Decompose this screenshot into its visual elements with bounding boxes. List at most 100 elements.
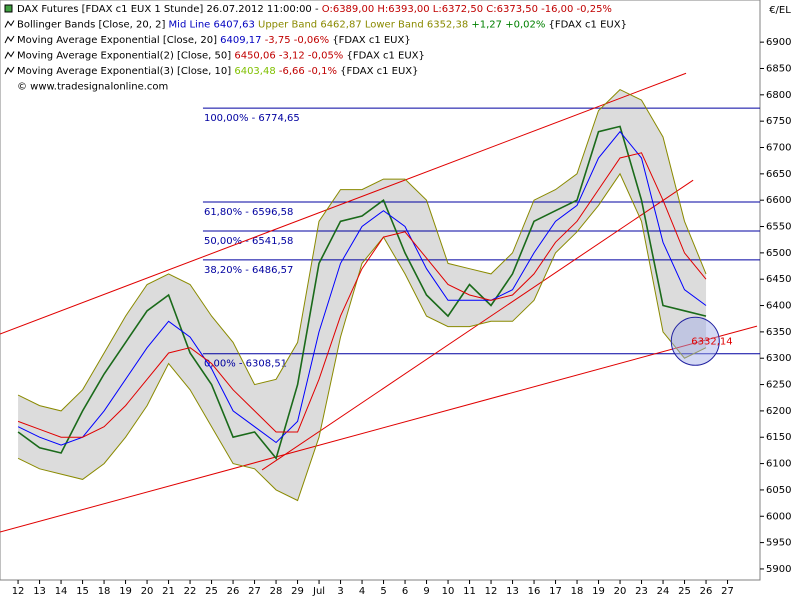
x-tick-label: 10 — [442, 586, 455, 597]
y-tick-label: 6100 — [766, 459, 791, 470]
x-tick-label: 26 — [227, 586, 240, 597]
y-axis-label: €/EL — [769, 5, 791, 16]
x-tick-label: 29 — [291, 586, 304, 597]
x-tick-label: 9 — [423, 586, 429, 597]
x-tick-label: 12 — [12, 586, 25, 597]
y-tick-label: 6350 — [766, 327, 791, 338]
x-tick-label: 12 — [485, 586, 498, 597]
x-tick-label: 21 — [162, 586, 175, 597]
y-tick-label: 6500 — [766, 248, 791, 259]
y-tick-label: 6750 — [766, 116, 791, 127]
x-tick-label: 20 — [614, 586, 627, 597]
x-tick-label: 20 — [141, 586, 154, 597]
series-line — [17, 125, 707, 460]
marker-label: 6332,14 — [691, 336, 732, 347]
x-tick-label: 26 — [700, 586, 713, 597]
y-tick-label: 6200 — [766, 406, 791, 417]
x-tick-label: 18 — [571, 586, 584, 597]
x-tick-label: 24 — [657, 586, 670, 597]
x-tick-label: 25 — [678, 586, 691, 597]
x-tick-label: 3 — [337, 586, 343, 597]
header-icon — [4, 35, 15, 44]
x-tick-label: 11 — [463, 586, 476, 597]
x-tick-label: 13 — [33, 586, 46, 597]
header-segment: © www.tradesignalonline.com — [17, 82, 168, 93]
x-tick-label: Jul — [312, 586, 325, 597]
header-segment: 6450,06 — [234, 51, 279, 62]
header-line: © www.tradesignalonline.com — [17, 82, 168, 93]
trend-line — [0, 325, 758, 533]
x-tick-label: 25 — [205, 586, 218, 597]
x-tick-label: 18 — [98, 586, 111, 597]
trend-line — [0, 72, 687, 335]
bollinger-fill — [18, 89, 707, 501]
x-tick-label: 27 — [248, 586, 261, 597]
y-tick-label: 6250 — [766, 380, 791, 391]
x-tick-label: 13 — [506, 586, 519, 597]
x-tick-label: 19 — [119, 586, 132, 597]
y-tick-label: 6150 — [766, 432, 791, 443]
header-line: DAX Futures [FDAX c1 EUX 1 Stunde] 26.07… — [17, 4, 612, 15]
header-segment: Bollinger Bands [Close, 20, 2] — [17, 20, 169, 31]
y-tick-label: 6000 — [766, 511, 791, 522]
header-segment: Moving Average Exponential [Close, 20] — [17, 35, 220, 46]
header-line: Moving Average Exponential(2) [Close, 50… — [17, 51, 425, 62]
series-line — [17, 172, 707, 502]
header-segment: {FDAX c1 EUX} — [549, 20, 627, 31]
x-tick-label: 17 — [549, 586, 562, 597]
header-segment: 6409,17 — [220, 35, 265, 46]
series-line — [17, 130, 707, 446]
header-segment: {FDAX c1 EUX} — [346, 51, 424, 62]
header-segment: DAX Futures [FDAX c1 EUX 1 Stunde] 26.07… — [17, 4, 322, 15]
header-icon — [4, 4, 13, 13]
y-tick-label: 6300 — [766, 353, 791, 364]
fib-label: 100,00% - 6774,65 — [204, 113, 300, 124]
y-tick-label: 6850 — [766, 63, 791, 74]
header-segment: Moving Average Exponential(2) [Close, 50… — [17, 51, 234, 62]
x-tick-label: 27 — [721, 586, 734, 597]
header-segment: Mid Line 6407,63 — [169, 20, 258, 31]
y-tick-label: 6800 — [766, 90, 791, 101]
header-segment: -6,66 -0,1% — [279, 66, 340, 77]
header-segment: -3,12 -0,05% — [279, 51, 347, 62]
header-line: Moving Average Exponential(3) [Close, 10… — [17, 66, 419, 77]
series-line — [17, 88, 707, 412]
header-icon — [4, 51, 15, 59]
highlight-circle — [670, 316, 720, 366]
x-tick-label: 22 — [184, 586, 197, 597]
header-icon — [4, 66, 15, 75]
y-tick-label: 6650 — [766, 169, 791, 180]
y-tick-label: 6700 — [766, 143, 791, 154]
x-tick-label: 28 — [270, 586, 283, 597]
header-icon — [4, 20, 15, 28]
header-line: Bollinger Bands [Close, 20, 2] Mid Line … — [17, 20, 627, 31]
x-tick-label: 15 — [76, 586, 89, 597]
header-line: Moving Average Exponential [Close, 20] 6… — [17, 35, 411, 46]
fib-label: 61,80% - 6596,58 — [204, 207, 293, 218]
series-line — [17, 152, 707, 438]
y-tick-label: 6050 — [766, 485, 791, 496]
header-segment: {FDAX c1 EUX} — [332, 35, 410, 46]
y-tick-label: 5900 — [766, 564, 791, 575]
header-segment: 6403,48 — [234, 66, 279, 77]
x-tick-label: 14 — [55, 586, 68, 597]
header-segment: {FDAX c1 EUX} — [340, 66, 418, 77]
header-segment: +1,27 +0,02% — [471, 20, 548, 31]
x-tick-label: 16 — [528, 586, 541, 597]
fib-label: 50,00% - 6541,58 — [204, 236, 293, 247]
header-segment: Upper Band 6462,87 Lower Band 6352,38 — [258, 20, 471, 31]
y-tick-label: 6450 — [766, 274, 791, 285]
fib-label: 0,00% - 6308,51 — [204, 359, 287, 370]
y-tick-label: 6600 — [766, 195, 791, 206]
x-tick-label: 19 — [592, 586, 605, 597]
x-tick-label: 5 — [380, 586, 386, 597]
y-tick-label: 5950 — [766, 538, 791, 549]
header-segment: Moving Average Exponential(3) [Close, 10… — [17, 66, 234, 77]
header-segment: -3,75 -0,06% — [265, 35, 333, 46]
y-tick-label: 6900 — [766, 37, 791, 48]
x-tick-label: 6 — [402, 586, 408, 597]
fib-label: 38,20% - 6486,57 — [204, 265, 293, 276]
header-segment: O:6389,00 H:6393,00 L:6372,50 C:6373,50 … — [322, 4, 612, 15]
